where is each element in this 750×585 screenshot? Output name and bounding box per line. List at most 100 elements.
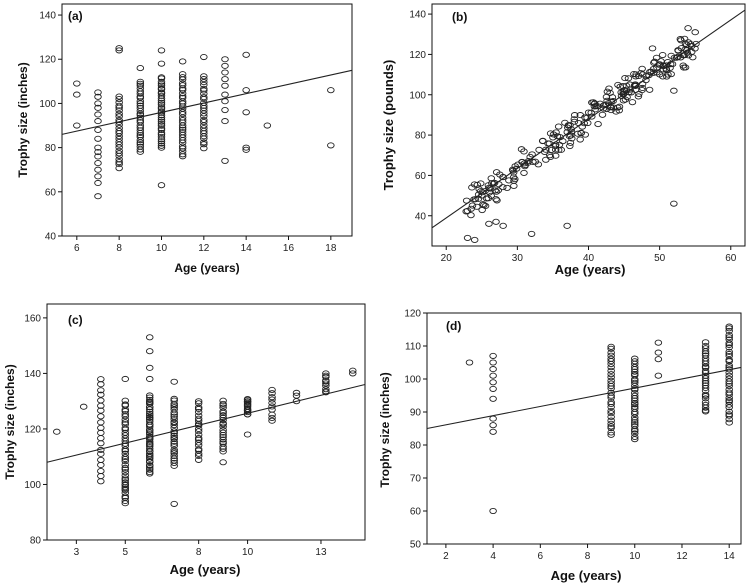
panel-d-xtick-label: 6	[538, 551, 544, 562]
panel-b-ytick-label: 120	[409, 50, 426, 61]
data-point	[607, 431, 615, 438]
data-point	[485, 220, 493, 227]
data-point	[97, 424, 105, 431]
data-point	[157, 136, 166, 143]
panel-d-xlabel: Age (years)	[551, 568, 622, 583]
data-point	[631, 82, 640, 89]
panel-d: (d) Age (years) Trophy size (inches) 2 4 6…	[378, 309, 742, 583]
data-point	[97, 440, 105, 447]
data-point	[178, 74, 187, 81]
data-point	[607, 352, 615, 359]
data-point	[322, 377, 330, 384]
data-point	[349, 370, 357, 377]
data-point	[725, 411, 733, 418]
panel-d-fit-line	[426, 366, 742, 430]
data-point	[725, 369, 733, 376]
data-point	[115, 96, 123, 103]
data-point	[115, 45, 123, 52]
data-point	[654, 349, 663, 356]
panel-d-points	[465, 323, 733, 515]
panel-c-ytick-label: 120	[24, 424, 41, 435]
panel-d-xtick-label: 4	[490, 551, 496, 562]
data-point	[607, 380, 615, 387]
data-point	[684, 25, 692, 32]
data-point	[121, 493, 130, 500]
data-point	[615, 107, 623, 114]
data-point	[725, 419, 733, 426]
data-point	[679, 62, 687, 69]
data-point	[157, 101, 166, 108]
data-point	[243, 405, 252, 412]
data-point	[594, 121, 602, 128]
data-point	[221, 157, 229, 164]
data-point	[115, 113, 123, 120]
panel-d-xtick-label: 10	[629, 551, 641, 562]
panel-b-ticks: 20 30 40 50 60 40 60 80 100 120 140	[409, 10, 736, 264]
data-point	[145, 464, 154, 472]
panel-c-ticks: 3 5 8 10 13 80 100 120 140 160	[24, 313, 327, 558]
data-point	[157, 125, 166, 132]
data-point	[607, 345, 615, 352]
panel-a-xtick-label: 6	[74, 243, 80, 254]
data-point	[499, 222, 507, 229]
data-point	[115, 107, 123, 114]
data-point	[242, 51, 250, 58]
data-point	[242, 87, 250, 94]
panel-b-xtick-label: 40	[583, 253, 595, 264]
data-point	[219, 404, 227, 411]
data-point	[121, 484, 130, 491]
panel-b-xlabel: Age (years)	[555, 262, 626, 277]
data-point	[607, 420, 615, 427]
data-point	[481, 202, 490, 209]
data-point	[527, 230, 536, 237]
data-point	[97, 472, 105, 480]
panel-a-xtick-label: 14	[241, 243, 253, 254]
data-point	[524, 158, 533, 165]
data-point	[599, 105, 608, 112]
panel-a: (a) Age (years) Trophy size (inches) 6 8 1…	[16, 3, 353, 275]
data-point	[94, 111, 102, 118]
data-point	[136, 119, 145, 126]
panel-d-ytick-label: 110	[405, 342, 421, 353]
data-point	[655, 71, 664, 78]
data-point	[701, 352, 710, 359]
data-point	[624, 75, 633, 82]
data-point	[489, 385, 497, 392]
panel-b-points	[462, 25, 700, 243]
data-point	[268, 414, 276, 421]
data-point	[512, 165, 521, 172]
data-point	[725, 344, 733, 351]
data-point	[121, 429, 130, 436]
data-point	[470, 196, 478, 203]
data-point	[489, 415, 497, 422]
data-point	[97, 461, 105, 469]
data-point	[97, 387, 105, 394]
panel-b-ylabel: Trophy size (pounds)	[381, 60, 396, 191]
data-point	[725, 348, 733, 355]
data-point	[479, 201, 487, 208]
data-point	[94, 104, 102, 111]
panel-c-xtick-label: 13	[315, 547, 327, 558]
data-point	[292, 389, 301, 396]
data-point	[170, 378, 178, 385]
data-point	[691, 29, 699, 36]
panel-c-ylabel: Trophy size (inches)	[3, 364, 17, 479]
data-point	[157, 142, 166, 149]
data-point	[94, 118, 102, 125]
data-point	[725, 397, 733, 404]
data-point	[136, 102, 145, 109]
data-point	[221, 91, 229, 98]
data-point	[97, 391, 105, 398]
data-point	[97, 419, 105, 426]
data-point	[94, 93, 102, 100]
panel-a-ylabel: Trophy size (inches)	[16, 62, 30, 177]
data-point	[468, 202, 477, 209]
data-point	[607, 349, 615, 356]
data-point	[554, 123, 563, 130]
panel-b-ytick-label: 60	[415, 171, 427, 182]
data-point	[489, 366, 497, 373]
data-point	[115, 102, 123, 109]
data-point	[628, 99, 637, 106]
data-point	[589, 99, 597, 106]
